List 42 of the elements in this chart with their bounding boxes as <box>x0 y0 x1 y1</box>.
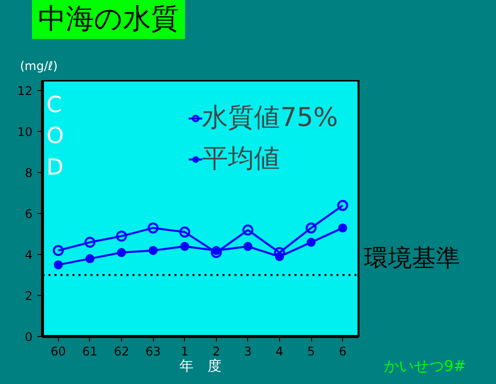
legend-label: 平均値 <box>202 143 280 176</box>
y-tick-label: 0 <box>24 330 33 344</box>
point <box>85 254 94 264</box>
x-axis-title: 年 度 <box>180 358 222 374</box>
point <box>117 248 126 258</box>
legend-label: 水質値75% <box>202 102 338 135</box>
x-tick-label: 60 <box>50 344 66 358</box>
point <box>210 247 222 258</box>
x-tick-label: 62 <box>114 344 130 358</box>
point <box>306 238 316 247</box>
point <box>306 222 317 234</box>
x-tick-label: 6 <box>338 344 347 358</box>
y-axis-title: COD <box>46 92 64 180</box>
point <box>338 223 348 232</box>
point <box>116 230 127 242</box>
y-tick-label: 10 <box>17 125 33 140</box>
point <box>179 226 190 238</box>
point <box>84 236 96 248</box>
x-tick-label: 1 <box>180 344 189 358</box>
point <box>148 246 158 255</box>
y-tick-label: 6 <box>24 207 33 222</box>
point <box>337 200 348 211</box>
chart-title: 中海の水質 <box>32 0 185 39</box>
x-tick-label: 3 <box>244 344 252 358</box>
point <box>180 242 190 251</box>
point <box>243 242 252 251</box>
point <box>52 244 64 256</box>
y-tick-label: 2 <box>24 289 33 304</box>
text: かいせつ9# <box>384 357 466 375</box>
y-tick-label: 8 <box>24 166 33 180</box>
y-tick-label: 12 <box>17 84 33 98</box>
x-tick-label: 63 <box>145 344 161 358</box>
x-tick-label: 4 <box>276 344 284 358</box>
y-tick-label: 4 <box>24 248 33 262</box>
ref-line-label: 環境基準 <box>364 244 460 272</box>
point <box>148 222 159 234</box>
point <box>54 260 63 270</box>
x-tick-label: 61 <box>82 344 98 358</box>
text: (mg/ℓ) <box>20 59 58 74</box>
x-tick-label: 5 <box>307 344 315 358</box>
x-tick-label: 2 <box>212 344 220 358</box>
point <box>242 224 254 236</box>
